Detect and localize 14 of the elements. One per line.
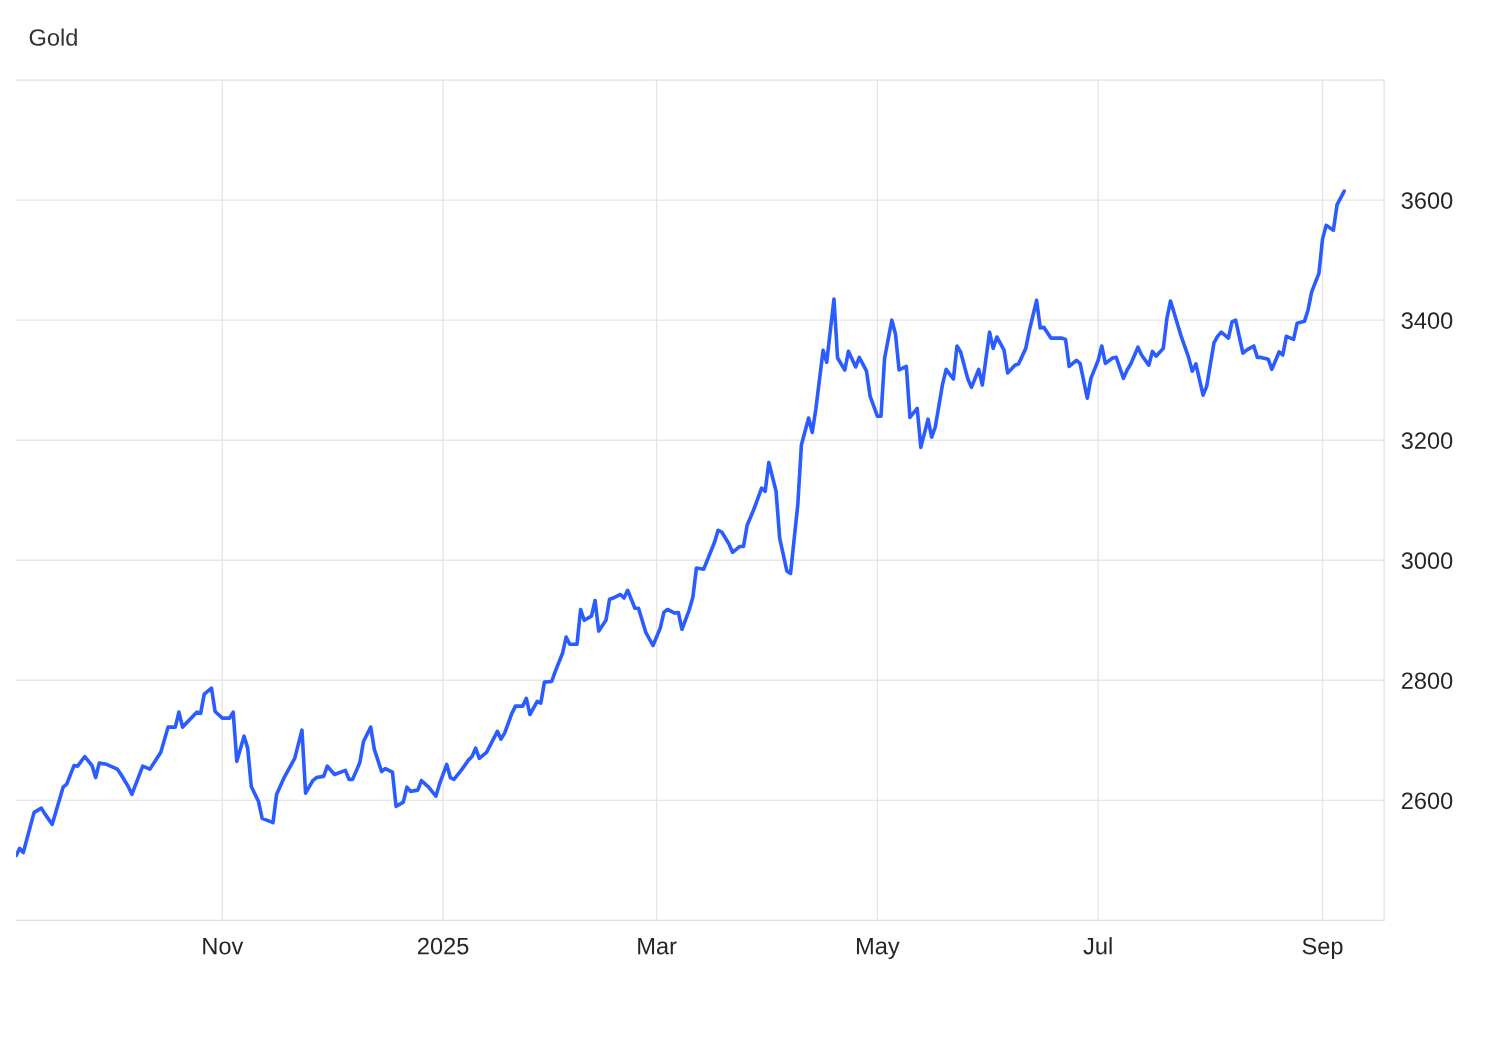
x-tick-label: May <box>857 937 900 960</box>
x-tick-label: Nov <box>203 937 244 955</box>
y-tick-label: 3600 <box>1401 192 1453 209</box>
y-tick-label: 3000 <box>1401 552 1453 570</box>
x-tick-label: Jul <box>1083 937 1112 955</box>
y-tick-label: 2800 <box>1401 672 1453 690</box>
x-tick-label: 2025 <box>418 937 469 955</box>
x-tick-label: Mar <box>638 937 677 955</box>
chart-title: Gold <box>29 28 77 46</box>
x-tick-label: Sep <box>1302 937 1343 960</box>
y-tick-label: 3400 <box>1401 312 1453 329</box>
y-tick-label: 3200 <box>1401 432 1453 449</box>
line-series <box>16 189 1347 858</box>
y-tick-label: 2600 <box>1401 792 1453 810</box>
